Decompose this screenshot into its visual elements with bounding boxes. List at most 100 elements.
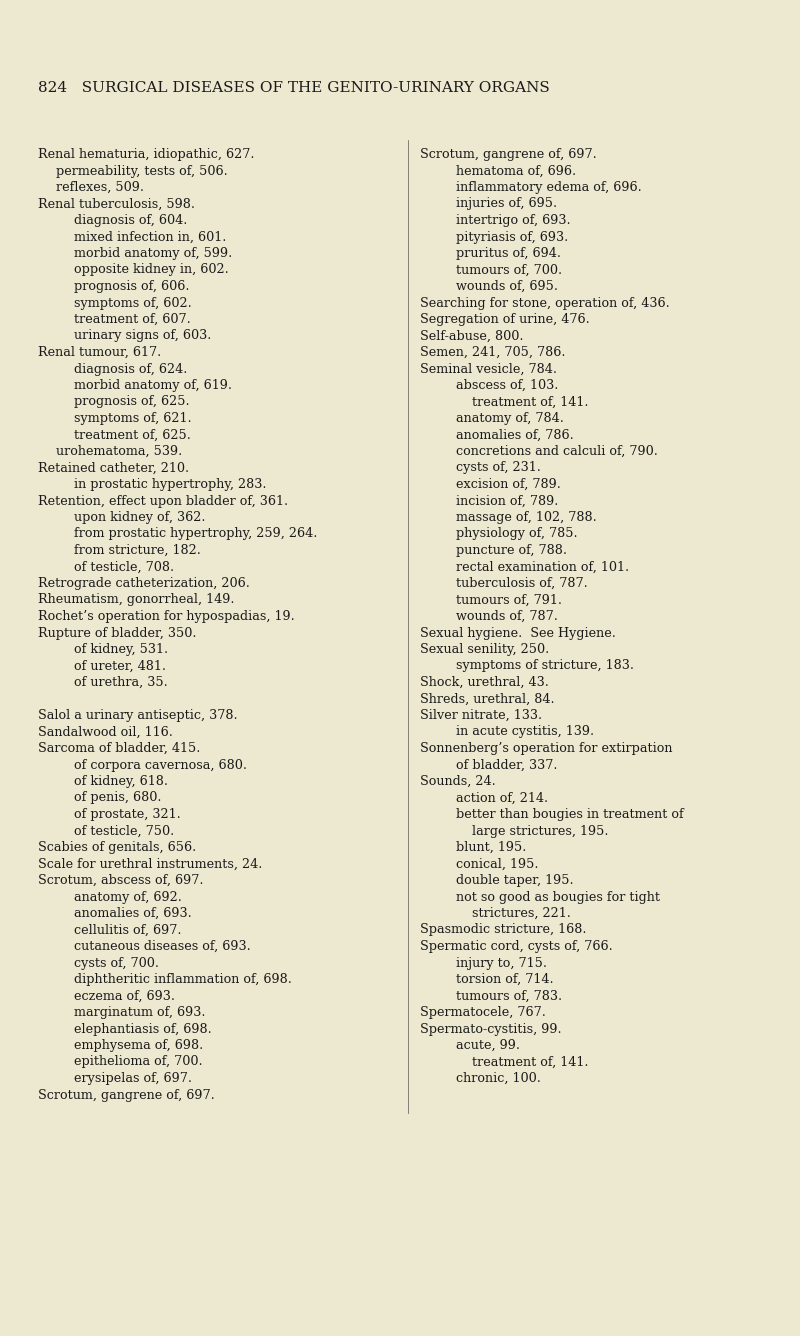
Text: Scrotum, gangrene of, 697.: Scrotum, gangrene of, 697. bbox=[38, 1089, 214, 1101]
Text: treatment of, 625.: treatment of, 625. bbox=[74, 429, 191, 441]
Text: Sandalwood oil, 116.: Sandalwood oil, 116. bbox=[38, 725, 173, 739]
Text: double taper, 195.: double taper, 195. bbox=[456, 874, 574, 887]
Text: erysipelas of, 697.: erysipelas of, 697. bbox=[74, 1071, 192, 1085]
Text: cysts of, 231.: cysts of, 231. bbox=[456, 461, 541, 474]
Text: wounds of, 695.: wounds of, 695. bbox=[456, 281, 558, 293]
Text: anomalies of, 786.: anomalies of, 786. bbox=[456, 429, 574, 441]
Text: physiology of, 785.: physiology of, 785. bbox=[456, 528, 578, 541]
Text: Shreds, urethral, 84.: Shreds, urethral, 84. bbox=[420, 692, 554, 705]
Text: injury to, 715.: injury to, 715. bbox=[456, 957, 547, 970]
Text: concretions and calculi of, 790.: concretions and calculi of, 790. bbox=[456, 445, 658, 458]
Text: of kidney, 531.: of kidney, 531. bbox=[74, 643, 168, 656]
Text: incision of, 789.: incision of, 789. bbox=[456, 494, 558, 508]
Text: of kidney, 618.: of kidney, 618. bbox=[74, 775, 168, 788]
Text: injuries of, 695.: injuries of, 695. bbox=[456, 198, 557, 211]
Text: eczema of, 693.: eczema of, 693. bbox=[74, 990, 175, 1002]
Text: of testicle, 708.: of testicle, 708. bbox=[74, 561, 174, 573]
Text: of corpora cavernosa, 680.: of corpora cavernosa, 680. bbox=[74, 759, 247, 771]
Text: of ureter, 481.: of ureter, 481. bbox=[74, 660, 166, 672]
Text: Sounds, 24.: Sounds, 24. bbox=[420, 775, 496, 788]
Text: reflexes, 509.: reflexes, 509. bbox=[56, 180, 144, 194]
Text: chronic, 100.: chronic, 100. bbox=[456, 1071, 541, 1085]
Text: intertrigo of, 693.: intertrigo of, 693. bbox=[456, 214, 570, 227]
Text: acute, 99.: acute, 99. bbox=[456, 1039, 520, 1051]
Text: Retention, effect upon bladder of, 361.: Retention, effect upon bladder of, 361. bbox=[38, 494, 288, 508]
Text: Rochet’s operation for hypospadias, 19.: Rochet’s operation for hypospadias, 19. bbox=[38, 611, 294, 623]
Text: hematoma of, 696.: hematoma of, 696. bbox=[456, 164, 576, 178]
Text: from prostatic hypertrophy, 259, 264.: from prostatic hypertrophy, 259, 264. bbox=[74, 528, 318, 541]
Text: blunt, 195.: blunt, 195. bbox=[456, 840, 526, 854]
Text: Semen, 241, 705, 786.: Semen, 241, 705, 786. bbox=[420, 346, 566, 359]
Text: Retained catheter, 210.: Retained catheter, 210. bbox=[38, 461, 189, 474]
Text: diphtheritic inflammation of, 698.: diphtheritic inflammation of, 698. bbox=[74, 973, 292, 986]
Text: treatment of, 141.: treatment of, 141. bbox=[472, 395, 589, 409]
Text: Scabies of genitals, 656.: Scabies of genitals, 656. bbox=[38, 840, 196, 854]
Text: in acute cystitis, 139.: in acute cystitis, 139. bbox=[456, 725, 594, 739]
Text: Salol a urinary antiseptic, 378.: Salol a urinary antiseptic, 378. bbox=[38, 709, 238, 721]
Text: of penis, 680.: of penis, 680. bbox=[74, 791, 162, 804]
Text: cellulitis of, 697.: cellulitis of, 697. bbox=[74, 923, 182, 937]
Text: marginatum of, 693.: marginatum of, 693. bbox=[74, 1006, 206, 1019]
Text: of testicle, 750.: of testicle, 750. bbox=[74, 824, 174, 838]
Text: inflammatory edema of, 696.: inflammatory edema of, 696. bbox=[456, 180, 642, 194]
Text: abscess of, 103.: abscess of, 103. bbox=[456, 379, 558, 391]
Text: tumours of, 700.: tumours of, 700. bbox=[456, 263, 562, 277]
Text: prognosis of, 625.: prognosis of, 625. bbox=[74, 395, 190, 409]
Text: of urethra, 35.: of urethra, 35. bbox=[74, 676, 168, 689]
Text: Sonnenberg’s operation for extirpation: Sonnenberg’s operation for extirpation bbox=[420, 741, 673, 755]
Text: prognosis of, 606.: prognosis of, 606. bbox=[74, 281, 190, 293]
Text: Rheumatism, gonorrheal, 149.: Rheumatism, gonorrheal, 149. bbox=[38, 593, 234, 607]
Text: treatment of, 141.: treatment of, 141. bbox=[472, 1055, 589, 1069]
Text: Segregation of urine, 476.: Segregation of urine, 476. bbox=[420, 313, 590, 326]
Text: elephantiasis of, 698.: elephantiasis of, 698. bbox=[74, 1022, 212, 1035]
Text: Scale for urethral instruments, 24.: Scale for urethral instruments, 24. bbox=[38, 858, 262, 871]
Text: symptoms of stricture, 183.: symptoms of stricture, 183. bbox=[456, 660, 634, 672]
Text: large strictures, 195.: large strictures, 195. bbox=[472, 824, 609, 838]
Text: Spermatic cord, cysts of, 766.: Spermatic cord, cysts of, 766. bbox=[420, 941, 613, 953]
Text: morbid anatomy of, 599.: morbid anatomy of, 599. bbox=[74, 247, 232, 261]
Text: Spasmodic stricture, 168.: Spasmodic stricture, 168. bbox=[420, 923, 586, 937]
Text: Silver nitrate, 133.: Silver nitrate, 133. bbox=[420, 709, 542, 721]
Text: anatomy of, 692.: anatomy of, 692. bbox=[74, 891, 182, 903]
Text: Renal hematuria, idiopathic, 627.: Renal hematuria, idiopathic, 627. bbox=[38, 148, 254, 162]
Text: morbid anatomy of, 619.: morbid anatomy of, 619. bbox=[74, 379, 232, 391]
Text: cutaneous diseases of, 693.: cutaneous diseases of, 693. bbox=[74, 941, 250, 953]
Text: Searching for stone, operation of, 436.: Searching for stone, operation of, 436. bbox=[420, 297, 670, 310]
Text: better than bougies in treatment of: better than bougies in treatment of bbox=[456, 808, 684, 822]
Text: upon kidney of, 362.: upon kidney of, 362. bbox=[74, 510, 206, 524]
Text: Renal tuberculosis, 598.: Renal tuberculosis, 598. bbox=[38, 198, 195, 211]
Text: Sexual hygiene.  See Hygiene.: Sexual hygiene. See Hygiene. bbox=[420, 627, 616, 640]
Text: emphysema of, 698.: emphysema of, 698. bbox=[74, 1039, 203, 1051]
Text: cysts of, 700.: cysts of, 700. bbox=[74, 957, 159, 970]
Text: Spermato-cystitis, 99.: Spermato-cystitis, 99. bbox=[420, 1022, 562, 1035]
Text: 824   SURGICAL DISEASES OF THE GENITO-URINARY ORGANS: 824 SURGICAL DISEASES OF THE GENITO-URIN… bbox=[38, 81, 550, 95]
Text: Sexual senility, 250.: Sexual senility, 250. bbox=[420, 643, 550, 656]
Text: rectal examination of, 101.: rectal examination of, 101. bbox=[456, 561, 629, 573]
Text: torsion of, 714.: torsion of, 714. bbox=[456, 973, 554, 986]
Text: treatment of, 607.: treatment of, 607. bbox=[74, 313, 190, 326]
Text: wounds of, 787.: wounds of, 787. bbox=[456, 611, 558, 623]
Text: mixed infection in, 601.: mixed infection in, 601. bbox=[74, 231, 226, 243]
Text: pruritus of, 694.: pruritus of, 694. bbox=[456, 247, 561, 261]
Text: from stricture, 182.: from stricture, 182. bbox=[74, 544, 201, 557]
Text: excision of, 789.: excision of, 789. bbox=[456, 478, 561, 492]
Text: action of, 214.: action of, 214. bbox=[456, 791, 548, 804]
Text: tumours of, 791.: tumours of, 791. bbox=[456, 593, 562, 607]
Text: symptoms of, 621.: symptoms of, 621. bbox=[74, 411, 192, 425]
Text: Renal tumour, 617.: Renal tumour, 617. bbox=[38, 346, 162, 359]
Text: puncture of, 788.: puncture of, 788. bbox=[456, 544, 567, 557]
Text: urohematoma, 539.: urohematoma, 539. bbox=[56, 445, 182, 458]
Text: strictures, 221.: strictures, 221. bbox=[472, 907, 571, 921]
Text: tumours of, 783.: tumours of, 783. bbox=[456, 990, 562, 1002]
Text: urinary signs of, 603.: urinary signs of, 603. bbox=[74, 330, 211, 342]
Text: epithelioma of, 700.: epithelioma of, 700. bbox=[74, 1055, 202, 1069]
Text: Scrotum, gangrene of, 697.: Scrotum, gangrene of, 697. bbox=[420, 148, 597, 162]
Text: Retrograde catheterization, 206.: Retrograde catheterization, 206. bbox=[38, 577, 250, 591]
Text: Sarcoma of bladder, 415.: Sarcoma of bladder, 415. bbox=[38, 741, 200, 755]
Text: of prostate, 321.: of prostate, 321. bbox=[74, 808, 181, 822]
Text: in prostatic hypertrophy, 283.: in prostatic hypertrophy, 283. bbox=[74, 478, 266, 492]
Text: anatomy of, 784.: anatomy of, 784. bbox=[456, 411, 564, 425]
Text: Scrotum, abscess of, 697.: Scrotum, abscess of, 697. bbox=[38, 874, 203, 887]
Text: tuberculosis of, 787.: tuberculosis of, 787. bbox=[456, 577, 588, 591]
Text: of bladder, 337.: of bladder, 337. bbox=[456, 759, 558, 771]
